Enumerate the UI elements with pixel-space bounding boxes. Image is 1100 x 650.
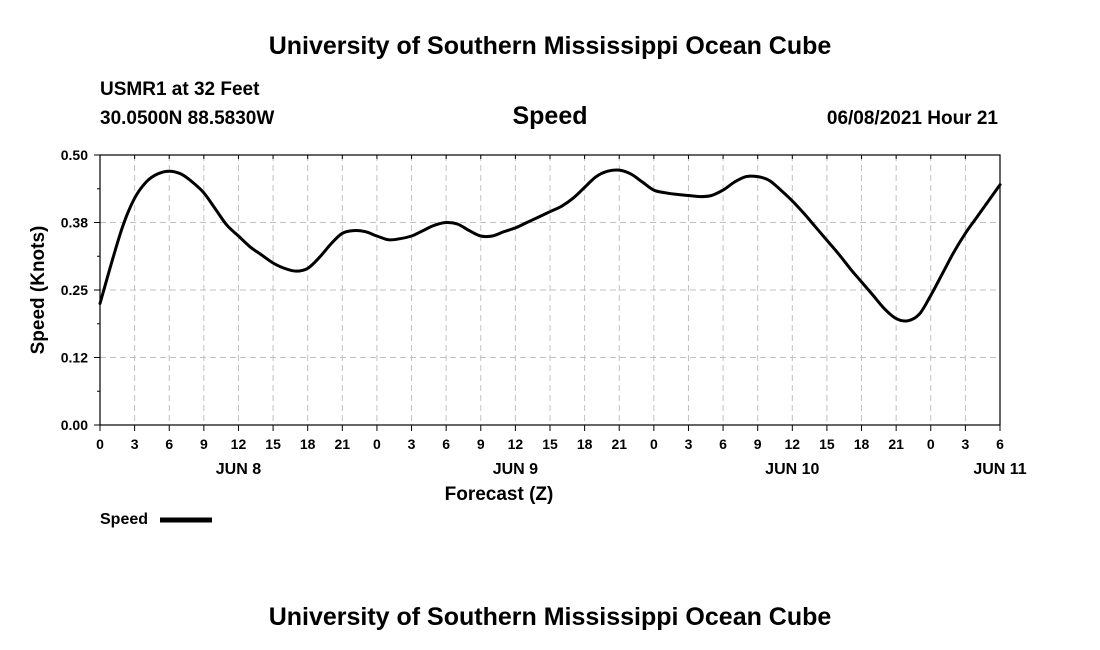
x-tick-label: 9	[754, 436, 762, 452]
x-tick-label: 12	[785, 436, 801, 452]
series-group	[98, 168, 1002, 323]
x-axis-label: Forecast (Z)	[445, 484, 554, 505]
y-tick-label: 0.38	[61, 215, 88, 231]
day-label: JUN 9	[493, 461, 538, 478]
day-labels: JUN 8 JUN 9 JUN 10 JUN 11	[216, 461, 1027, 478]
x-tick-label: 21	[611, 436, 627, 452]
x-tick-label: 18	[577, 436, 593, 452]
x-tick-label: 3	[685, 436, 693, 452]
x-tick-label: 6	[165, 436, 173, 452]
x-tick-label: 0	[927, 436, 935, 452]
y-axis-label: Speed (Knots)	[28, 226, 49, 355]
legend-label: Speed	[100, 511, 148, 528]
x-tick-label: 0	[650, 436, 658, 452]
x-tick-label: 9	[200, 436, 208, 452]
station-label: USMR1 at 32 Feet	[100, 79, 260, 100]
x-tick-label: 0	[96, 436, 104, 452]
x-tick-label: 18	[854, 436, 870, 452]
x-tick-label: 21	[335, 436, 351, 452]
x-tick-label: 6	[719, 436, 727, 452]
x-tick-label: 15	[542, 436, 558, 452]
y-tick-label: 0.12	[61, 350, 88, 366]
y-tick-label: 0.50	[61, 147, 88, 163]
x-tick-label: 0	[373, 436, 381, 452]
x-tick-label: 9	[477, 436, 485, 452]
speed-series-line	[98, 168, 1002, 323]
x-tick-label: 3	[408, 436, 416, 452]
day-label: JUN 11	[973, 461, 1026, 478]
grid-lines	[100, 155, 1000, 425]
y-tick-labels: 0.00 0.12 0.25 0.38 0.50	[61, 147, 88, 433]
datetime-label: 06/08/2021 Hour 21	[827, 108, 999, 129]
x-tick-label: 21	[888, 436, 904, 452]
y-tick-label: 0.00	[61, 417, 88, 433]
plot-frame	[99, 154, 1001, 426]
y-tick-label: 0.25	[61, 282, 88, 298]
x-tick-label: 15	[265, 436, 281, 452]
x-tick-label: 12	[508, 436, 524, 452]
footer-title: University of Southern Mississippi Ocean…	[269, 603, 832, 631]
x-tick-label: 6	[442, 436, 450, 452]
page-title: University of Southern Mississippi Ocean…	[269, 32, 832, 60]
x-tick-label: 18	[300, 436, 316, 452]
day-label: JUN 10	[765, 461, 819, 478]
x-tick-label: 12	[231, 436, 247, 452]
x-tick-label: 3	[961, 436, 969, 452]
x-tick-label: 6	[996, 436, 1004, 452]
x-tick-label: 3	[131, 436, 139, 452]
chart-title: Speed	[512, 102, 587, 130]
x-tick-label: 15	[819, 436, 835, 452]
coordinates-label: 30.0500N 88.5830W	[100, 108, 274, 129]
day-label: JUN 8	[216, 461, 261, 478]
x-tick-labels: 0 3 6 9 12 15 18 21 0 3 6 9 12 15 18 21 0 3 6 9 12 15 18 21 0 3 6	[96, 436, 1004, 452]
